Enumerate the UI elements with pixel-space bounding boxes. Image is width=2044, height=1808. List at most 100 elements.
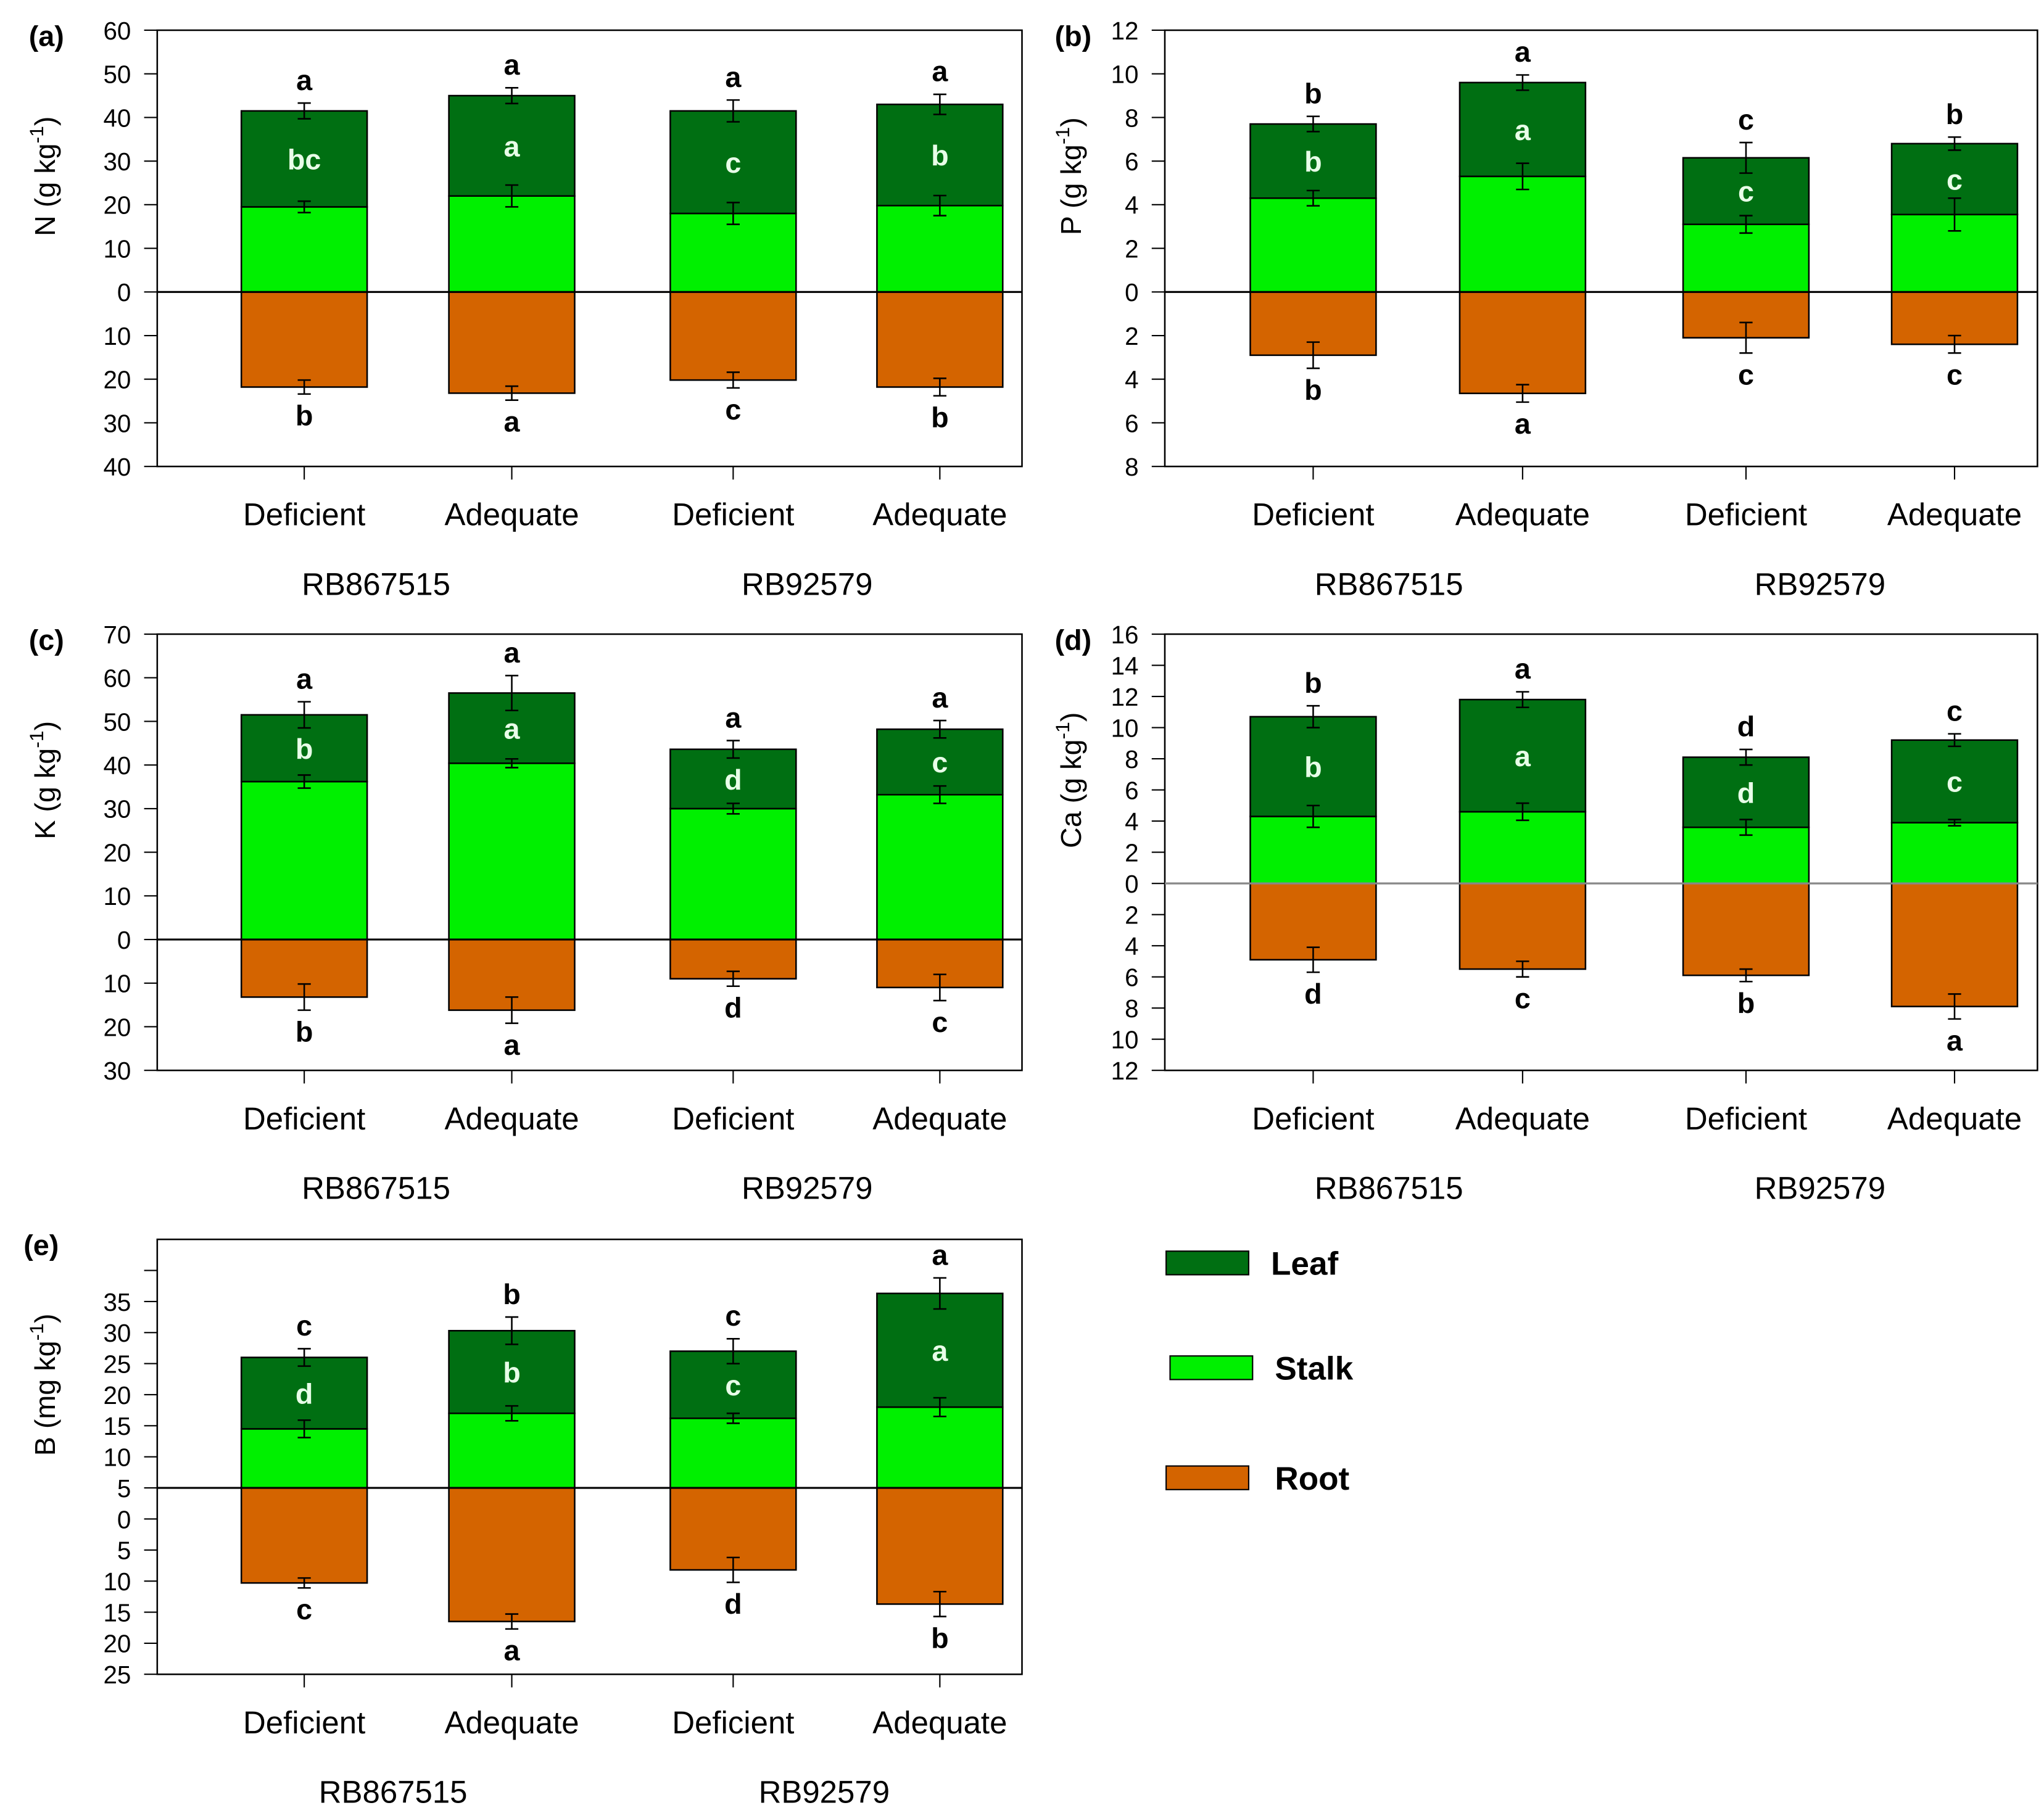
leaf-bar (1459, 698, 1587, 813)
letter-leaf: b (503, 1278, 521, 1310)
y-tick-label: 30 (103, 147, 131, 176)
cultivar-label: RB867515 (319, 1774, 468, 1808)
y-axis-title-end: ) (1055, 117, 1087, 127)
stalk-bar (448, 195, 576, 293)
cultivar-label: RB92579 (742, 1170, 872, 1205)
y-tick-label: 8 (1125, 453, 1138, 481)
stalk-bar (1682, 223, 1810, 293)
y-tick-label: 50 (103, 60, 131, 89)
legend-label: Root (1275, 1461, 1349, 1497)
y-axis-title: Ca (g kg-1) (1051, 712, 1087, 848)
category-label: Deficient (243, 497, 365, 532)
category-label: Deficient (1685, 1101, 1807, 1136)
category-label: Deficient (1252, 1101, 1374, 1136)
y-tick-label: 60 (103, 664, 131, 693)
letter-root: c (1515, 983, 1531, 1015)
bar-stack-2: c c c (1682, 104, 1810, 390)
cultivar-label: RB867515 (302, 1170, 450, 1205)
y-tick-label: 15 (103, 1412, 131, 1440)
y-tick-label: 60 (103, 17, 131, 45)
cultivar-label: RB867515 (302, 566, 450, 601)
cultivar-label: RB92579 (1755, 1170, 1885, 1205)
letter-leaf: a (296, 64, 313, 96)
legend-item-stalk: Stalk (1169, 1350, 1354, 1387)
y-tick-label: 25 (103, 1661, 131, 1689)
letter-leaf: a (1515, 653, 1531, 685)
y-axis-title-text: B (mg kg (29, 1340, 61, 1456)
bar-stack-0: a bc b (240, 64, 368, 432)
bar-stack-2: d d b (1682, 711, 1810, 1019)
letter-root: a (1947, 1025, 1963, 1057)
y-tick-label: 0 (117, 1505, 131, 1533)
legend-swatch-stalk (1169, 1355, 1254, 1381)
category-label: Adequate (872, 1101, 1007, 1136)
y-tick-label: 70 (103, 621, 131, 649)
y-tick-label: 10 (1111, 1026, 1139, 1054)
y-tick-label: 5 (117, 1474, 131, 1503)
letter-stalk: a (1515, 114, 1531, 146)
stalk-bar (448, 762, 576, 941)
y-tick-label: 20 (103, 1013, 131, 1041)
root-bar (876, 1487, 1004, 1605)
letter-leaf: a (1515, 36, 1531, 68)
panel-label: (e) (23, 1229, 59, 1261)
root-bar (1682, 882, 1810, 976)
cultivar-label: RB92579 (742, 566, 872, 601)
stalk-bar (669, 807, 797, 941)
category-label: Adequate (872, 1705, 1007, 1740)
letter-leaf: b (1304, 667, 1322, 699)
stalk-bar (876, 1406, 1004, 1489)
y-tick-label: 14 (1111, 651, 1139, 680)
stalk-bar (240, 1428, 368, 1489)
panel-b: (b)P (g kg-1)1210864202468bbbDeficientaa… (1051, 17, 2038, 601)
letter-leaf: a (932, 682, 948, 714)
y-tick-label: 25 (103, 1350, 131, 1378)
letter-leaf: a (296, 663, 313, 695)
y-tick-label: 2 (1125, 838, 1138, 867)
cultivar-label: RB867515 (1315, 1170, 1463, 1205)
y-axis-title-text: Ca (g kg (1055, 739, 1087, 848)
letter-leaf: a (932, 56, 948, 88)
y-tick-label: 0 (1125, 870, 1138, 898)
category-label: Adequate (1455, 497, 1590, 532)
cultivar-label: RB867515 (1315, 566, 1463, 601)
legend-label: Leaf (1271, 1246, 1338, 1282)
category-label: Adequate (872, 497, 1007, 532)
letter-root: b (1737, 987, 1755, 1019)
panel-label: (a) (29, 20, 64, 52)
letter-stalk: d (1737, 777, 1755, 809)
letter-stalk: c (1947, 766, 1963, 798)
bar-stack-0: a b b (240, 663, 368, 1048)
letter-root: d (724, 992, 742, 1024)
bar-stack-3: c c a (1890, 695, 2019, 1057)
y-axis-title: B (mg kg-1) (25, 1313, 61, 1456)
letter-stalk: d (296, 1377, 313, 1410)
y-tick-label: 20 (103, 191, 131, 220)
letter-leaf: a (504, 637, 521, 669)
leaf-bar (876, 728, 1004, 796)
letter-root: a (1515, 408, 1531, 440)
y-axis-title-sup: -1 (25, 126, 48, 143)
leaf-bar (1459, 81, 1587, 178)
legend-item-leaf: Leaf (1165, 1246, 1338, 1282)
letter-root: c (932, 1006, 948, 1038)
letter-stalk: b (931, 139, 949, 171)
stalk-bar (669, 212, 797, 293)
root-bar (1682, 291, 1810, 339)
letter-stalk: c (1738, 176, 1754, 208)
legend-swatch-leaf (1165, 1250, 1249, 1276)
category-label: Deficient (1252, 497, 1374, 532)
stalk-bar (1890, 822, 2019, 885)
stalk-bar (448, 1412, 576, 1489)
y-tick-label: 10 (103, 970, 131, 998)
stalk-bar (240, 780, 368, 941)
bar-stack-3: a a b (876, 1239, 1004, 1654)
root-bar (669, 291, 797, 381)
y-axis-title: K (g kg-1) (25, 721, 61, 840)
stalk-bar (876, 793, 1004, 941)
y-axis-title-end: ) (1055, 712, 1087, 722)
y-tick-label: 12 (1111, 683, 1139, 711)
y-axis-title: P (g kg-1) (1051, 117, 1087, 235)
letter-leaf: d (1737, 711, 1755, 743)
